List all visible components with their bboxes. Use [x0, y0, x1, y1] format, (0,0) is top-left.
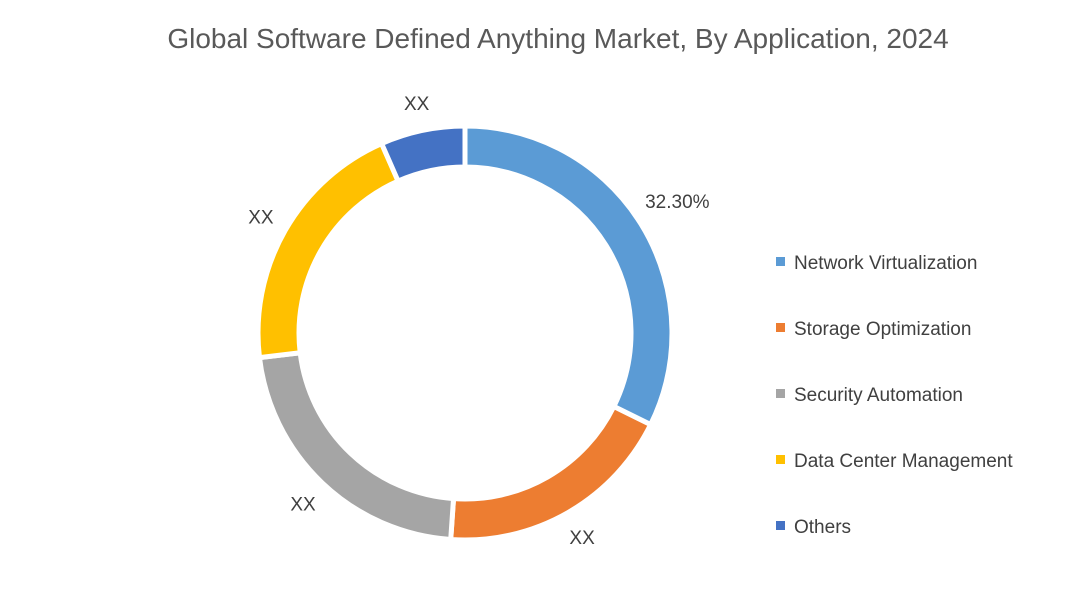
- legend: Network Virtualization Storage Optimizati…: [776, 253, 1013, 538]
- data-label-data-center-management: XX: [248, 208, 274, 229]
- slice-security-automation: [256, 349, 457, 543]
- legend-item-storage-optimization: Storage Optimization: [794, 319, 971, 340]
- legend-item-security-automation: Security Automation: [794, 385, 963, 406]
- slices: [255, 123, 675, 543]
- slice-network-virtualization: [462, 123, 675, 429]
- chart-title: Global Software Defined Anything Market,…: [167, 23, 948, 54]
- legend-swatch: [776, 323, 785, 332]
- data-labels: 32.30% XX XX XX XX: [248, 94, 709, 549]
- legend-item-data-center-management: Data Center Management: [794, 451, 1013, 472]
- data-label-others: XX: [404, 94, 430, 115]
- legend-swatch: [776, 389, 785, 398]
- slice-storage-optimization: [448, 403, 654, 543]
- data-label-storage-optimization: XX: [569, 528, 595, 549]
- data-label-security-automation: XX: [290, 494, 316, 515]
- legend-swatch: [776, 455, 785, 464]
- legend-swatch: [776, 521, 785, 530]
- slice-data-center-management: [255, 140, 402, 361]
- data-label-network-virtualization: 32.30%: [645, 192, 710, 213]
- legend-swatch: [776, 257, 785, 266]
- legend-item-others: Others: [794, 517, 851, 538]
- legend-item-network-virtualization: Network Virtualization: [794, 253, 977, 274]
- slice-others: [378, 123, 468, 185]
